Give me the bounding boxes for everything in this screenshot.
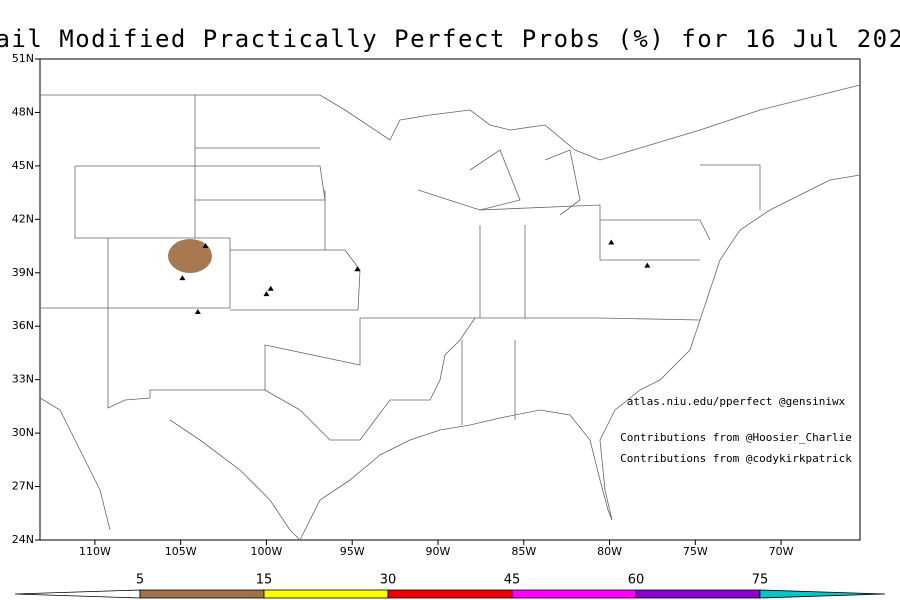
hail-report — [267, 285, 274, 291]
y-tick-label: 30N — [12, 426, 34, 439]
x-tick-label: 80W — [597, 545, 622, 558]
x-tick-label: 100W — [251, 545, 283, 558]
credit: Contributions from @Hoosier_Charlie — [620, 431, 852, 444]
x-tick-label: 75W — [683, 545, 708, 558]
hail-report — [644, 262, 651, 268]
y-tick-label: 39N — [12, 266, 34, 279]
y-tick-label: 33N — [12, 373, 34, 386]
colorbar-low-end — [14, 589, 141, 599]
y-tick-label: 27N — [12, 480, 34, 493]
y-tick-label: 45N — [12, 159, 34, 172]
colorbar-segment — [511, 589, 637, 599]
hail-report — [202, 243, 209, 249]
colorbar-segment — [263, 589, 389, 599]
borders — [39, 84, 861, 541]
colorbar-label: 5 — [136, 573, 144, 588]
x-tick-label: 95W — [340, 545, 365, 558]
probability-contour — [168, 239, 212, 273]
y-tick-label: 24N — [12, 533, 34, 546]
x-tick-label: 110W — [79, 545, 111, 558]
x-tick-label: 70W — [769, 545, 794, 558]
colorbar-label: 45 — [504, 573, 521, 588]
hail-report — [354, 266, 361, 272]
y-tick-label: 51N — [12, 52, 34, 65]
y-tick-label: 42N — [12, 212, 34, 225]
colorbar-segment — [387, 589, 513, 599]
x-tick-label: 105W — [165, 545, 197, 558]
x-tick-label: 90W — [426, 545, 451, 558]
hail-report — [194, 308, 201, 314]
colorbar-segment — [139, 589, 265, 599]
colorbar-label: 60 — [628, 573, 645, 588]
hail-report — [263, 291, 270, 297]
colorbar-label: 15 — [256, 573, 273, 588]
map-title: Hail Modified Practically Perfect Probs … — [0, 25, 900, 53]
y-tick-label: 36N — [12, 319, 34, 332]
credit: Contributions from @codykirkpatrick — [620, 452, 852, 465]
credit: atlas.niu.edu/pperfect @gensiniwx — [627, 395, 846, 408]
colorbar-label: 30 — [380, 573, 397, 588]
colorbar-high-end — [759, 589, 886, 599]
x-tick-label: 85W — [511, 545, 536, 558]
map-frame — [39, 58, 861, 541]
colorbar-segment — [635, 589, 761, 599]
colorbar-label: 75 — [752, 573, 769, 588]
y-tick-label: 48N — [12, 105, 34, 118]
hail-report — [608, 239, 615, 245]
hail-report — [179, 275, 186, 281]
